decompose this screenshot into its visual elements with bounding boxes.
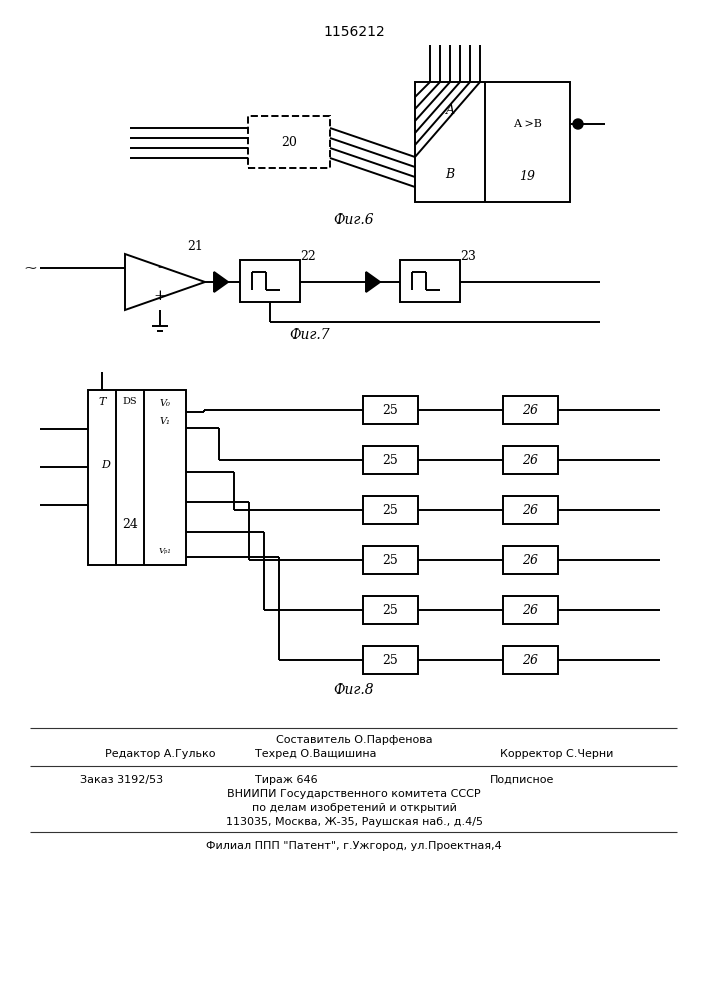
Text: Фиг.8: Фиг.8 <box>334 683 374 697</box>
Text: 25: 25 <box>382 654 398 666</box>
Bar <box>88 390 186 565</box>
Text: 25: 25 <box>382 603 398 616</box>
Polygon shape <box>366 272 380 292</box>
Bar <box>363 596 418 624</box>
Text: Техред О.Ващишина: Техред О.Ващишина <box>255 749 377 759</box>
Text: V₀: V₀ <box>160 399 170 408</box>
Bar <box>240 260 300 302</box>
Text: A: A <box>445 104 455 116</box>
Text: 26: 26 <box>522 504 538 516</box>
Bar <box>503 396 558 424</box>
Text: 113035, Москва, Ж-35, Раушская наб., д.4/5: 113035, Москва, Ж-35, Раушская наб., д.4… <box>226 817 482 827</box>
Text: 26: 26 <box>522 603 538 616</box>
Bar <box>248 116 330 168</box>
Text: Фиг.6: Фиг.6 <box>334 213 374 227</box>
Bar <box>503 496 558 524</box>
Bar <box>363 546 418 574</box>
Bar <box>363 496 418 524</box>
Text: 24: 24 <box>122 518 138 532</box>
Text: 26: 26 <box>522 554 538 566</box>
Text: Подписное: Подписное <box>490 775 554 785</box>
Text: 25: 25 <box>382 454 398 466</box>
Text: Фиг.7: Фиг.7 <box>290 328 330 342</box>
Text: ~: ~ <box>23 259 37 276</box>
Bar <box>363 446 418 474</box>
Bar <box>503 596 558 624</box>
Circle shape <box>573 119 583 129</box>
Polygon shape <box>214 272 228 292</box>
Text: Корректор С.Черни: Корректор С.Черни <box>500 749 614 759</box>
Bar <box>363 646 418 674</box>
Text: Филиал ППП "Патент", г.Ужгород, ул.Проектная,4: Филиал ППП "Патент", г.Ужгород, ул.Проек… <box>206 841 502 851</box>
Text: V₁: V₁ <box>160 418 170 426</box>
Text: 25: 25 <box>382 554 398 566</box>
Text: 19: 19 <box>520 170 535 184</box>
Text: Vₚ₁: Vₚ₁ <box>158 547 171 555</box>
Text: 26: 26 <box>522 454 538 466</box>
Text: Тираж 646: Тираж 646 <box>255 775 317 785</box>
Text: ВНИИПИ Государственного комитета СССР: ВНИИПИ Государственного комитета СССР <box>227 789 481 799</box>
Text: DS: DS <box>123 397 137 406</box>
Text: 1156212: 1156212 <box>323 25 385 39</box>
Bar <box>503 646 558 674</box>
Text: Заказ 3192/53: Заказ 3192/53 <box>80 775 163 785</box>
Text: 26: 26 <box>522 654 538 666</box>
Text: 23: 23 <box>460 249 476 262</box>
Text: 22: 22 <box>300 249 316 262</box>
Text: A >B: A >B <box>513 119 542 129</box>
Text: D: D <box>102 460 110 470</box>
Text: 25: 25 <box>382 504 398 516</box>
Bar <box>503 546 558 574</box>
Text: 26: 26 <box>522 403 538 416</box>
Text: по делам изобретений и открытий: по делам изобретений и открытий <box>252 803 457 813</box>
Text: B: B <box>445 167 455 180</box>
Bar <box>503 446 558 474</box>
Text: T: T <box>98 397 105 407</box>
Bar <box>400 260 460 302</box>
Text: -: - <box>158 261 163 275</box>
Text: Составитель О.Парфенова: Составитель О.Парфенова <box>276 735 432 745</box>
Text: 21: 21 <box>187 240 203 253</box>
Bar <box>415 82 570 202</box>
Text: +: + <box>153 289 166 303</box>
Text: 25: 25 <box>382 403 398 416</box>
Text: Редактор А.Гулько: Редактор А.Гулько <box>105 749 216 759</box>
Text: 20: 20 <box>281 135 297 148</box>
Bar <box>363 396 418 424</box>
